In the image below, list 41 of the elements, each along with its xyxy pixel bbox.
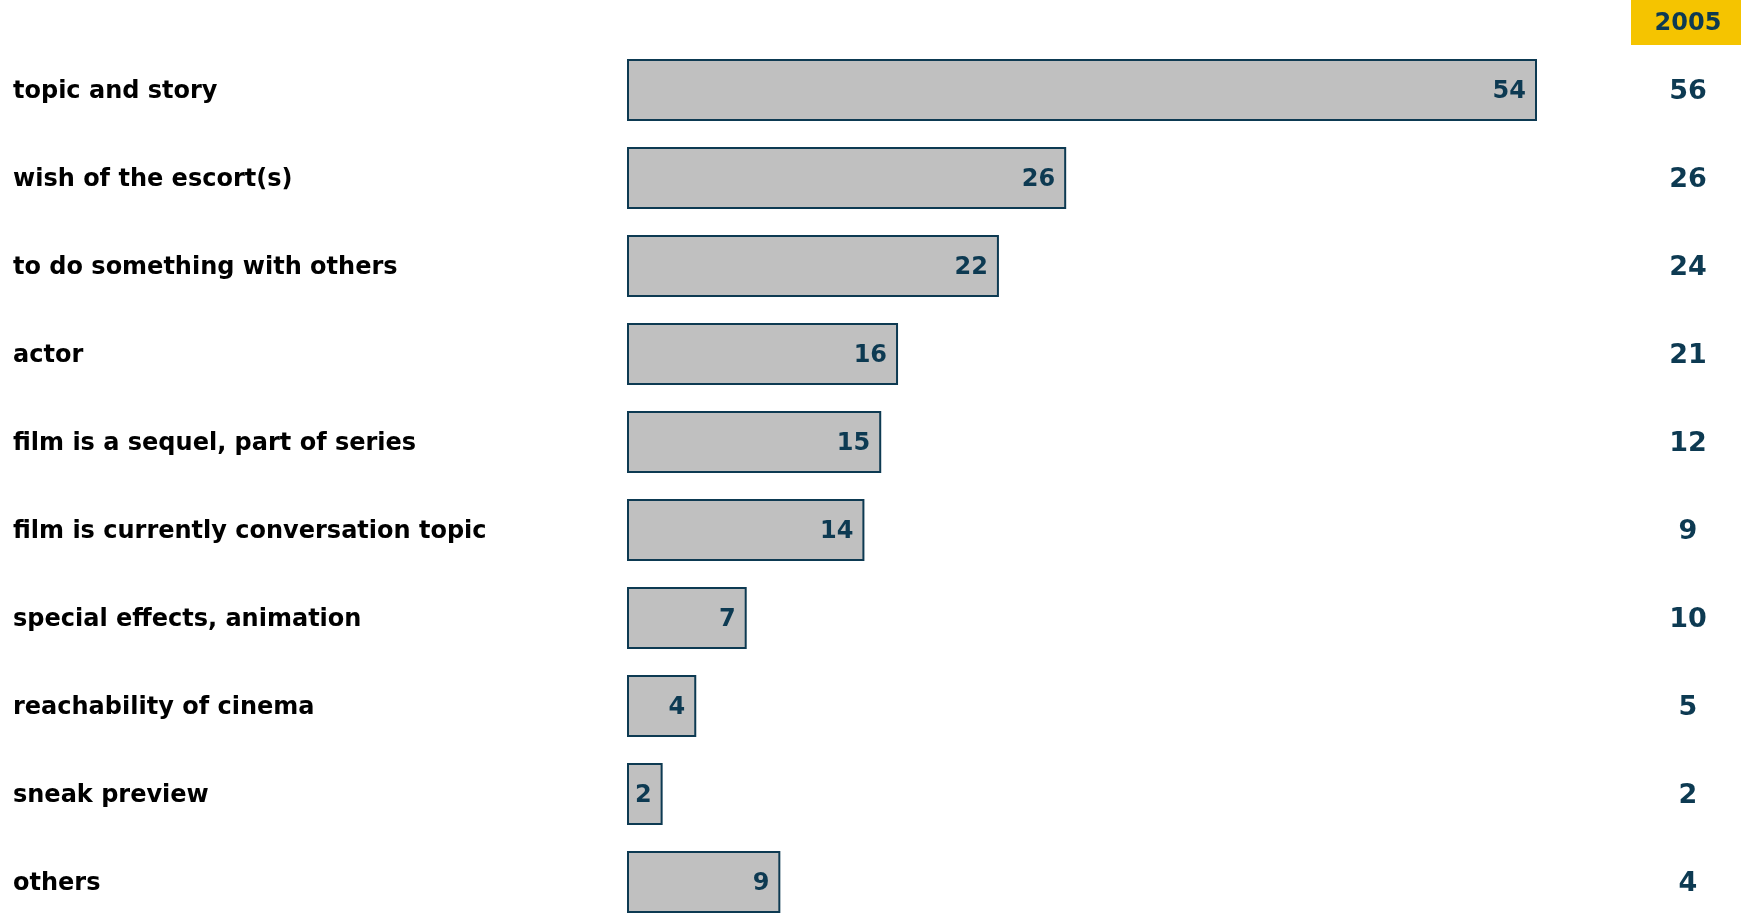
y-tick-label: film is currently conversation topic xyxy=(13,516,487,545)
bar xyxy=(627,147,1067,209)
text: 4 xyxy=(1678,866,1698,898)
bar xyxy=(627,323,899,385)
bar xyxy=(627,411,882,473)
data-label: 54 xyxy=(1492,76,1526,105)
y-tick-label: topic and story xyxy=(13,76,218,105)
data-label: 4 xyxy=(668,692,686,721)
text: 2005 xyxy=(1654,8,1722,37)
data-label: 7 xyxy=(719,604,736,633)
data-label: 15 xyxy=(836,428,871,457)
text: 12 xyxy=(1669,426,1707,458)
text: 26 xyxy=(1669,162,1707,194)
y-tick-label: reachability of cinema xyxy=(13,692,315,721)
data-label: 16 xyxy=(853,340,888,369)
data-label: 2 xyxy=(634,780,652,809)
bar xyxy=(627,675,697,737)
data-label: 14 xyxy=(820,516,854,545)
y-tick-label: to do something with others xyxy=(13,252,398,281)
data-label: 22 xyxy=(954,252,988,281)
y-tick-label: sneak preview xyxy=(13,780,209,809)
y-tick-label: wish of the escort(s) xyxy=(13,164,293,193)
y-tick-label: special effects, animation xyxy=(13,604,362,633)
y-tick-label: others xyxy=(13,868,101,897)
text: 56 xyxy=(1669,74,1707,106)
bar xyxy=(627,499,865,561)
text: 5 xyxy=(1678,690,1698,722)
text: 21 xyxy=(1669,338,1707,370)
y-tick-label: actor xyxy=(13,340,84,369)
bar xyxy=(627,587,747,649)
bar xyxy=(627,851,781,913)
y-tick-label: film is a sequel, part of series xyxy=(13,428,417,457)
bar xyxy=(627,763,663,825)
data-label: 26 xyxy=(1021,164,1056,193)
data-label: 9 xyxy=(752,868,770,897)
bar xyxy=(627,235,999,297)
text: 10 xyxy=(1669,602,1707,634)
bar xyxy=(627,59,1537,121)
text: 9 xyxy=(1678,514,1698,546)
text: 2 xyxy=(1678,778,1698,810)
text: 24 xyxy=(1669,250,1707,282)
